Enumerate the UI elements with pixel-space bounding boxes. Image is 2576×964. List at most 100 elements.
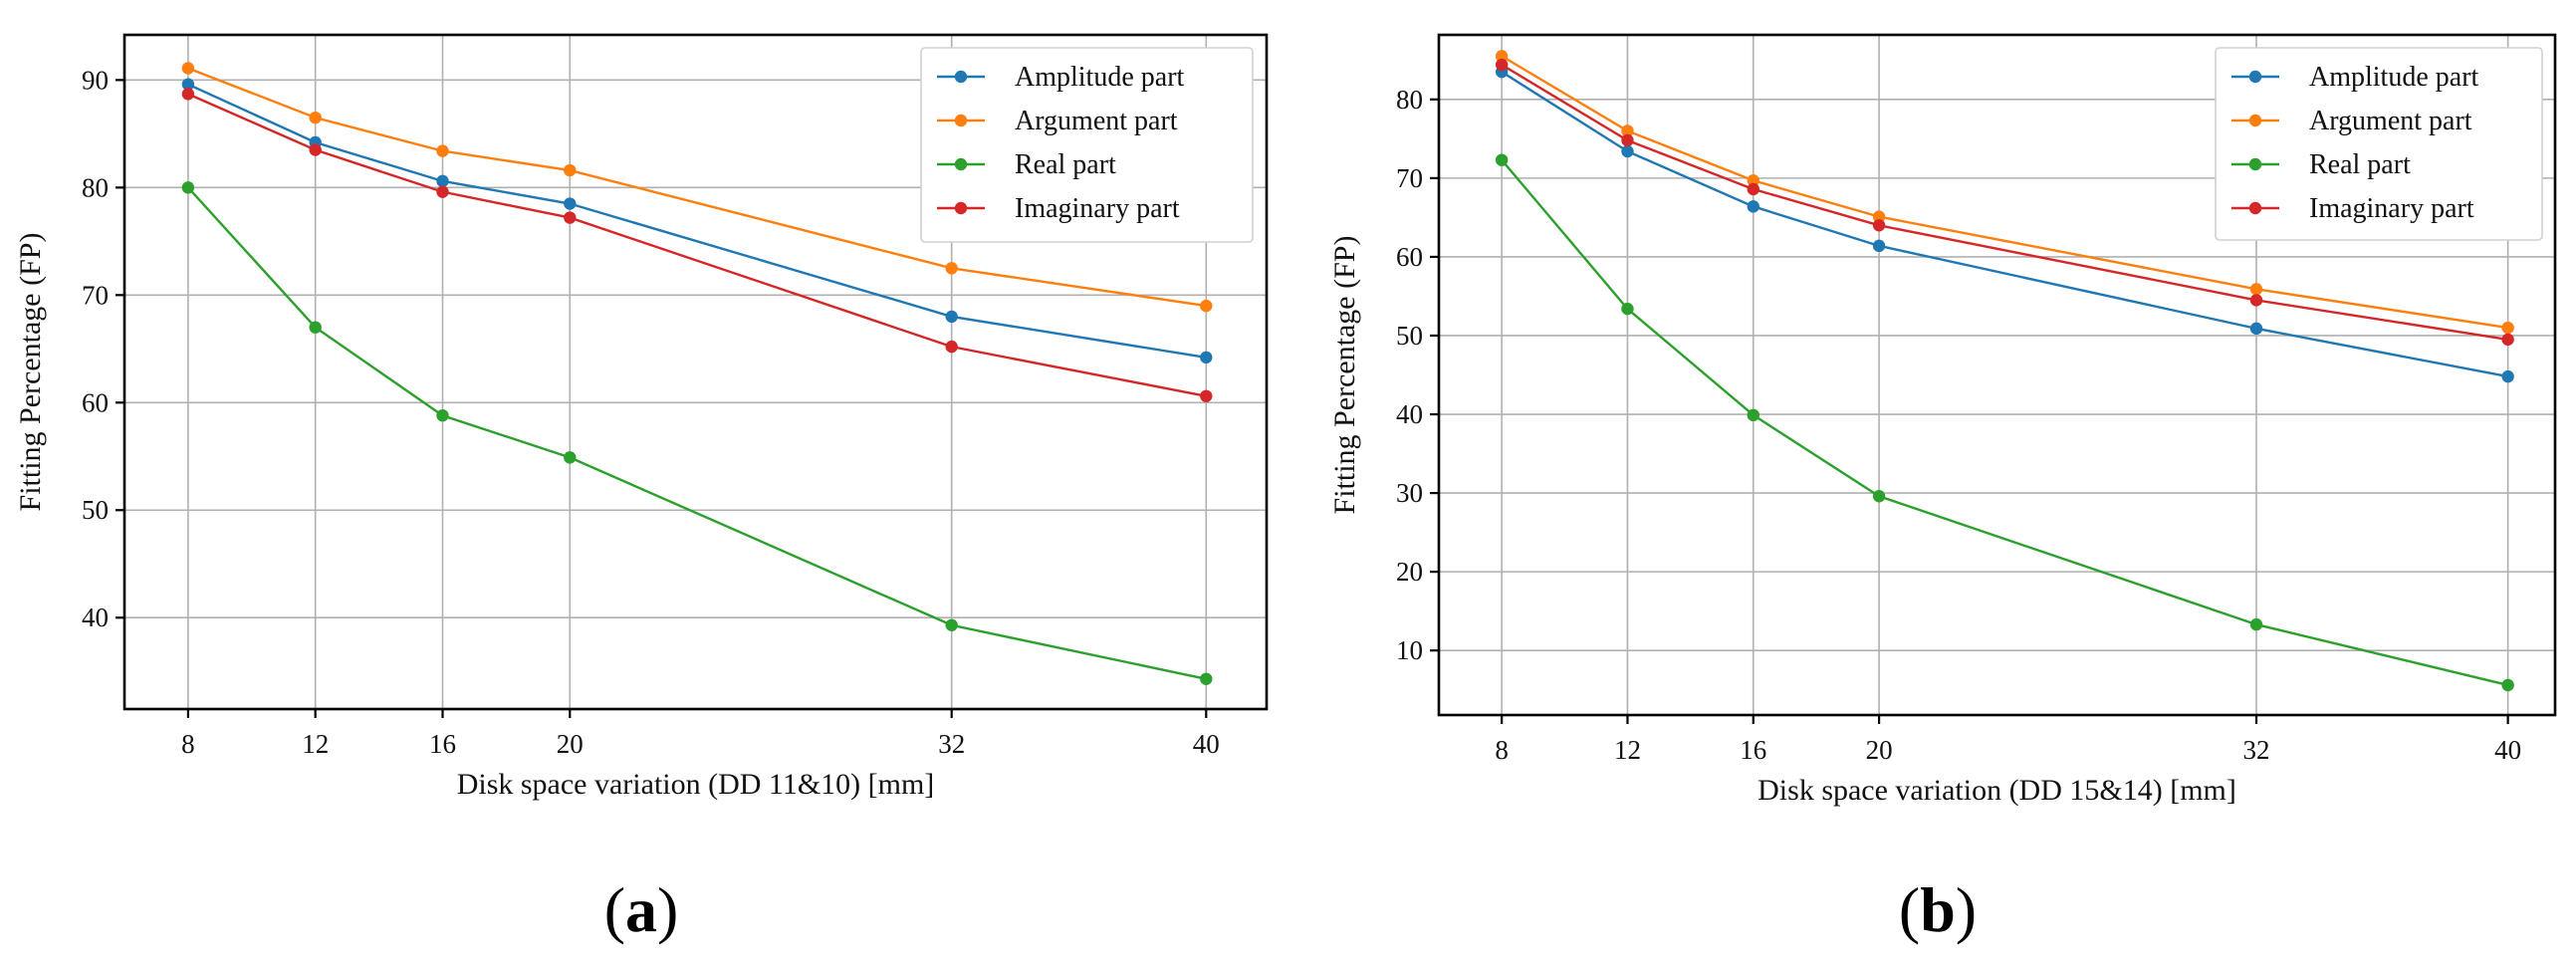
legend-label: Amplitude part bbox=[1015, 62, 1185, 93]
legend-label: Argument part bbox=[1015, 106, 1178, 136]
x-tick-label: 40 bbox=[1193, 729, 1220, 759]
data-point bbox=[2249, 283, 2263, 296]
legend-swatch-marker bbox=[2248, 70, 2262, 84]
x-tick-label: 16 bbox=[1740, 735, 1766, 765]
legend-swatch-marker bbox=[954, 201, 968, 215]
x-tick-label: 32 bbox=[938, 729, 965, 759]
panel-label-b: (b) bbox=[1899, 874, 1977, 945]
chart-panel-a: 8 12 16 20 32 40 40 50 60 70 80 90 Amplitude part Arg… bbox=[14, 33, 1269, 801]
y-tick-label: 80 bbox=[82, 172, 109, 202]
x-tick-label: 12 bbox=[302, 729, 329, 759]
data-point bbox=[1621, 144, 1634, 158]
y-tick-label: 50 bbox=[82, 495, 109, 525]
legend-label: Imaginary part bbox=[2309, 193, 2474, 224]
series-line-argument-part bbox=[187, 67, 1207, 308]
axes-frame bbox=[122, 33, 1269, 711]
data-point bbox=[564, 197, 577, 210]
x-tick-label: 20 bbox=[1866, 735, 1893, 765]
data-point bbox=[1872, 219, 1886, 232]
data-point bbox=[945, 618, 958, 631]
x-tick-label: 16 bbox=[429, 729, 456, 759]
data-point bbox=[1747, 182, 1759, 196]
x-tick-label: 20 bbox=[557, 729, 584, 759]
data-point bbox=[1495, 50, 1509, 63]
legend-swatch-marker bbox=[954, 114, 968, 127]
data-point bbox=[945, 262, 958, 275]
y-tick-label: 10 bbox=[1396, 635, 1423, 665]
y-tick-label: 60 bbox=[82, 387, 109, 417]
data-point bbox=[309, 111, 322, 124]
x-tick-label: 8 bbox=[181, 729, 195, 759]
data-point bbox=[2501, 678, 2514, 692]
x-tick-label: 12 bbox=[1614, 735, 1641, 765]
data-point bbox=[181, 78, 195, 91]
data-point bbox=[181, 62, 195, 75]
data-point bbox=[1495, 153, 1509, 166]
data-point bbox=[1747, 174, 1759, 187]
y-tick-label: 20 bbox=[1396, 557, 1423, 587]
data-point bbox=[2249, 322, 2263, 336]
y-axis-label: Fitting Percentage (FP) bbox=[14, 233, 47, 512]
data-point bbox=[564, 451, 577, 464]
legend-label: Real part bbox=[1015, 149, 1116, 180]
data-point bbox=[1621, 302, 1634, 316]
data-point bbox=[945, 340, 958, 354]
y-tick-label: 50 bbox=[1396, 321, 1423, 351]
y-tick-label: 40 bbox=[82, 602, 109, 632]
legend: Amplitude part Argument part Real part Imag… bbox=[920, 47, 1254, 243]
y-tick-label: 90 bbox=[82, 65, 109, 95]
y-tick-label: 60 bbox=[1396, 242, 1423, 272]
legend-swatch-marker bbox=[2248, 201, 2262, 215]
x-tick-label: 8 bbox=[1495, 735, 1509, 765]
y-tick-label: 30 bbox=[1396, 478, 1423, 508]
x-tick-label: 32 bbox=[2243, 735, 2270, 765]
legend-label: Argument part bbox=[2309, 106, 2472, 136]
x-axis-label: Disk space variation (DD 11&10) [mm] bbox=[457, 768, 935, 801]
series-line-imaginary-part bbox=[1501, 64, 2508, 342]
legend-label: Imaginary part bbox=[1015, 193, 1180, 224]
legend-swatch-marker bbox=[954, 70, 968, 84]
data-point bbox=[945, 310, 958, 324]
legend-swatch-marker bbox=[954, 157, 968, 171]
data-point bbox=[436, 409, 449, 422]
legend-label: Amplitude part bbox=[2309, 62, 2479, 93]
y-tick-label: 70 bbox=[82, 280, 109, 310]
data-point bbox=[1872, 210, 1886, 223]
data-point bbox=[2249, 617, 2263, 631]
legend: Amplitude part Argument part Real part Imag… bbox=[2215, 47, 2543, 241]
data-point bbox=[309, 321, 322, 334]
chart-panel-b: 8 12 16 20 32 40 10 20 30 40 50 60 70 80 Amplitude par… bbox=[1328, 33, 2557, 807]
data-point bbox=[1872, 490, 1886, 503]
data-point bbox=[564, 211, 577, 224]
data-point bbox=[1621, 133, 1634, 147]
y-tick-label: 70 bbox=[1396, 163, 1423, 193]
legend-box bbox=[920, 47, 1254, 243]
data-point bbox=[436, 174, 449, 188]
data-point bbox=[2501, 369, 2514, 383]
data-point bbox=[1200, 351, 1213, 364]
legend-swatch-marker bbox=[2248, 114, 2262, 127]
series-line-imaginary-part bbox=[187, 93, 1207, 397]
data-point bbox=[1495, 58, 1509, 72]
data-point bbox=[309, 143, 322, 156]
legend-label: Real part bbox=[2309, 149, 2411, 180]
data-point bbox=[2249, 294, 2263, 307]
legend-swatch-marker bbox=[2248, 157, 2262, 171]
y-tick-label: 40 bbox=[1396, 399, 1423, 429]
data-point bbox=[1621, 124, 1634, 137]
series-line-real-part bbox=[1501, 158, 2508, 687]
y-tick-label: 80 bbox=[1396, 85, 1423, 115]
axes-frame bbox=[1437, 33, 2557, 717]
data-point bbox=[564, 163, 577, 177]
data-point bbox=[181, 181, 195, 194]
data-point bbox=[436, 185, 449, 198]
x-axis-label: Disk space variation (DD 15&14) [mm] bbox=[1757, 774, 2236, 807]
panel-label-a: (a) bbox=[604, 874, 679, 945]
series-line-real-part bbox=[187, 186, 1207, 680]
data-point bbox=[2501, 321, 2514, 335]
data-point bbox=[1747, 408, 1759, 422]
data-point bbox=[1200, 299, 1213, 313]
data-point bbox=[436, 144, 449, 157]
data-point bbox=[1747, 200, 1759, 213]
